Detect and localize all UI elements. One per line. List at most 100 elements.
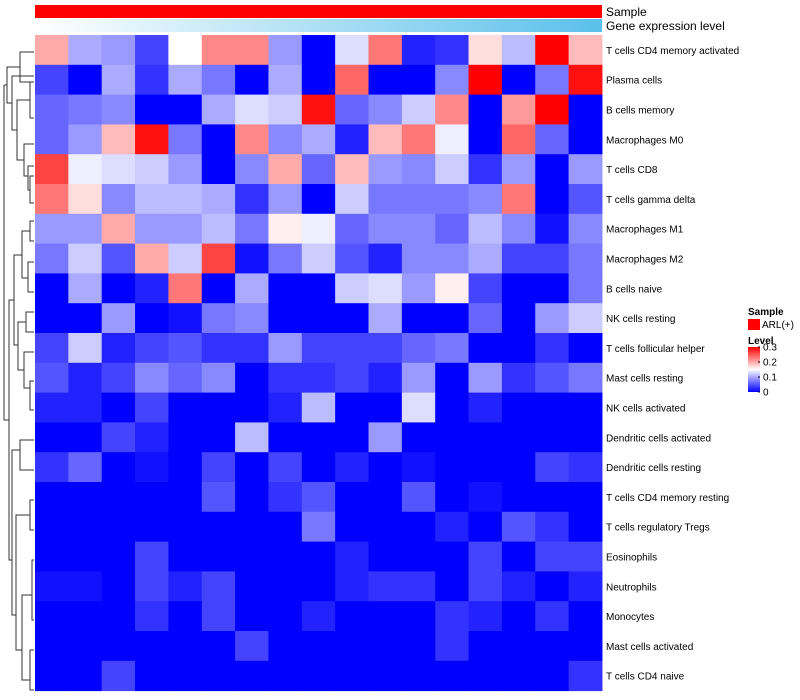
- heatmap-cell: [401, 422, 436, 453]
- heatmap-cell: [368, 213, 403, 245]
- heatmap-cell: [235, 511, 269, 543]
- heatmap-cell: [435, 362, 470, 394]
- heatmap-cell: [568, 303, 603, 334]
- heatmap-cell: [501, 94, 536, 125]
- heatmap-cell: [101, 64, 136, 96]
- row-label: T cells follicular helper: [606, 344, 705, 355]
- heatmap-cell: [401, 631, 436, 662]
- heatmap-cell: [201, 422, 236, 453]
- heatmap-cell: [435, 541, 470, 572]
- heatmap-cell: [201, 184, 236, 215]
- heatmap-cell: [35, 511, 69, 543]
- heatmap-cell: [335, 35, 369, 66]
- heatmap-cell: [101, 541, 136, 572]
- heatmap-cell: [35, 631, 69, 662]
- heatmap-cell: [368, 452, 403, 483]
- heatmap-cell: [501, 273, 536, 304]
- heatmap-cell: [135, 601, 169, 632]
- heatmap-cell: [501, 392, 536, 423]
- heatmap-cell: [535, 303, 570, 334]
- heatmap-cell: [468, 243, 503, 274]
- heatmap-cell: [501, 571, 536, 602]
- row-label: Mast cells resting: [606, 374, 683, 385]
- heatmap-cell: [368, 601, 403, 632]
- heatmap-cell: [368, 571, 403, 602]
- heatmap-cell: [268, 571, 303, 602]
- heatmap-cell: [201, 482, 236, 513]
- heatmap-cell: [401, 511, 436, 543]
- sample-legend-title: Sample: [748, 307, 784, 318]
- heatmap-cell: [401, 64, 436, 96]
- heatmap-cell: [435, 660, 470, 692]
- heatmap-cell: [235, 631, 269, 662]
- heatmap-cell: [101, 452, 136, 483]
- heatmap-cell: [68, 482, 103, 513]
- heatmap-cell: [468, 64, 503, 96]
- heatmap-cell: [168, 601, 203, 632]
- heatmap-cell: [135, 303, 169, 334]
- heatmap-cell: [235, 362, 269, 394]
- heatmap-cell: [535, 660, 570, 692]
- heatmap-cell: [168, 511, 203, 543]
- heatmap-cell: [101, 303, 136, 334]
- heatmap-cell: [201, 511, 236, 543]
- heatmap-cell: [368, 511, 403, 543]
- heatmap-cell: [68, 392, 103, 423]
- heatmap-cell: [101, 273, 136, 304]
- heatmap-cell: [301, 64, 336, 96]
- heatmap-cell: [35, 362, 69, 394]
- heatmap-cell: [501, 660, 536, 692]
- heatmap-cell: [435, 601, 470, 632]
- heatmap-cell: [535, 541, 570, 572]
- heatmap-cell: [435, 571, 470, 602]
- heatmap-cell: [268, 541, 303, 572]
- row-label: T cells CD4 naive: [606, 672, 685, 683]
- heatmap-cell: [101, 601, 136, 632]
- heatmap-cell: [368, 392, 403, 423]
- heatmap-cell: [501, 124, 536, 155]
- heatmap-cell: [35, 303, 69, 334]
- heatmap-cell: [401, 213, 436, 245]
- heatmap-cell: [35, 124, 69, 155]
- row-label: Monocytes: [606, 612, 654, 623]
- heatmap-cell: [435, 213, 470, 245]
- heatmap-cell: [401, 94, 436, 125]
- heatmap-cell: [101, 511, 136, 543]
- heatmap-cell: [368, 362, 403, 394]
- heatmap-cell: [335, 64, 369, 96]
- heatmap-cell: [35, 392, 69, 423]
- heatmap-cell: [401, 362, 436, 394]
- heatmap-cell: [335, 124, 369, 155]
- heatmap-cell: [35, 333, 69, 364]
- heatmap-cell: [168, 273, 203, 304]
- heatmap-cell: [435, 124, 470, 155]
- heatmap-cell: [268, 64, 303, 96]
- heatmap-cell: [201, 541, 236, 572]
- row-label: NK cells resting: [606, 314, 675, 325]
- sample-legend-entry: ARL(+): [762, 320, 794, 331]
- heatmap-cell: [568, 601, 603, 632]
- heatmap-cell: [401, 392, 436, 423]
- heatmap-cell: [268, 213, 303, 245]
- heatmap-cell: [235, 571, 269, 602]
- heatmap-cell: [201, 601, 236, 632]
- heatmap-cell: [301, 362, 336, 394]
- heatmap-cell: [135, 154, 169, 185]
- heatmap-cell: [368, 273, 403, 304]
- heatmap-cell: [201, 273, 236, 304]
- heatmap-cell: [268, 482, 303, 513]
- heatmap-cell: [501, 482, 536, 513]
- heatmap-cell: [301, 273, 336, 304]
- heatmap-cell: [101, 660, 136, 692]
- heatmap-cell: [401, 184, 436, 215]
- row-label: T cells CD8: [606, 165, 658, 176]
- heatmap-cell: [301, 571, 336, 602]
- heatmap-cell: [168, 541, 203, 572]
- heatmap-cell: [268, 184, 303, 215]
- heatmap-cell: [435, 64, 470, 96]
- heatmap-cell: [568, 422, 603, 453]
- heatmap-cell: [68, 303, 103, 334]
- heatmap-cell: [335, 392, 369, 423]
- heatmap-cell: [35, 422, 69, 453]
- heatmap-cell: [301, 601, 336, 632]
